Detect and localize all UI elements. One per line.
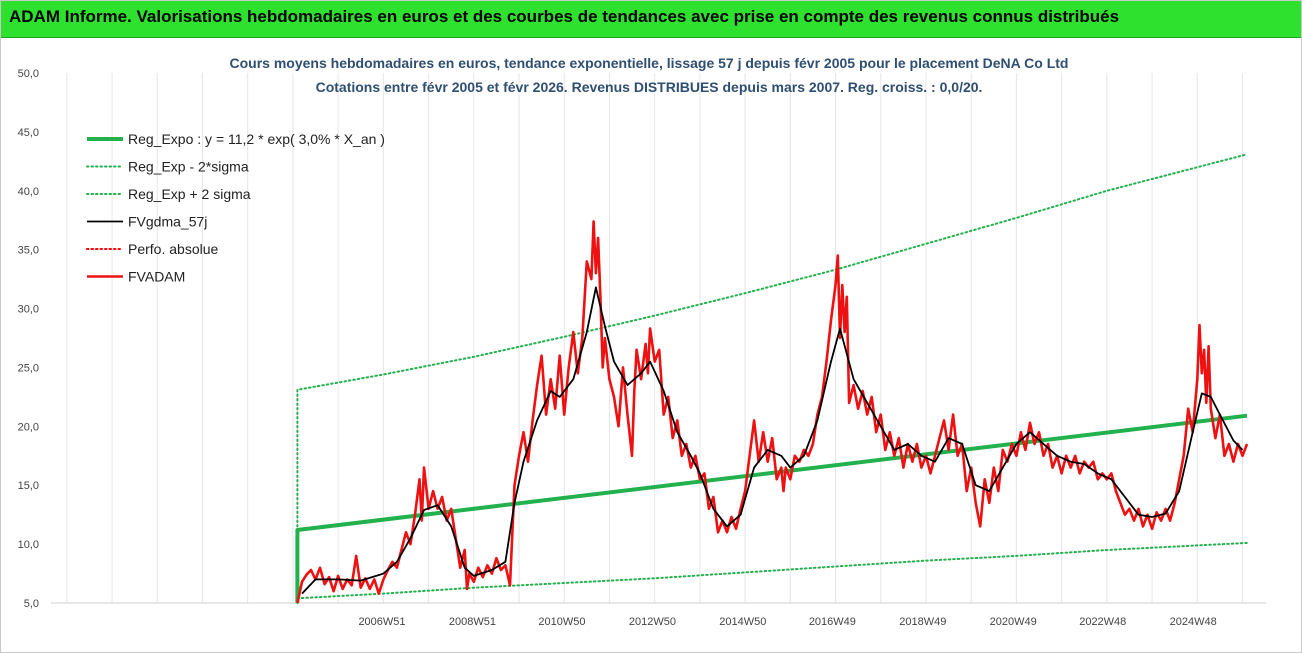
series-layer: [295, 153, 1249, 604]
report-banner: ADAM Informe. Valorisations hebdomadaire…: [1, 1, 1301, 38]
y-tick-label: 30,0: [18, 304, 39, 316]
x-tick-label: 2024W48: [1170, 616, 1217, 628]
x-tick-label: 2008W51: [449, 616, 496, 628]
x-tick-label: 2012W50: [629, 616, 676, 628]
legend: Reg_Expo : y = 11,2 * exp( 3,0% * X_an )…: [86, 131, 385, 285]
legend-label: FVADAM: [128, 269, 185, 285]
legend-label: Reg_Expo : y = 11,2 * exp( 3,0% * X_an ): [128, 131, 385, 147]
y-tick-label: 5,0: [24, 598, 39, 610]
banner-title: ADAM Informe. Valorisations hebdomadaire…: [9, 7, 1120, 26]
series-line: [301, 286, 1244, 595]
y-tick-label: 15,0: [18, 480, 39, 492]
series-line: [296, 541, 1248, 600]
y-tick-label: 20,0: [18, 421, 39, 433]
x-tick-label: 2020W49: [990, 616, 1037, 628]
y-tick-label: 50,0: [18, 68, 39, 80]
chart-title-line-2: Cotations entre févr 2005 et févr 2026. …: [316, 79, 983, 95]
series-line: [296, 153, 1248, 604]
y-tick-label: 35,0: [18, 245, 39, 257]
legend-label: Reg_Exp - 2*sigma: [128, 159, 249, 175]
x-tick-label: 2016W49: [809, 616, 856, 628]
x-tick-label: 2010W50: [538, 616, 585, 628]
series-line: [296, 220, 1249, 604]
x-tick-label: 2018W49: [899, 616, 946, 628]
legend-label: Perfo. absolue: [128, 241, 218, 257]
y-axis: 5,0 10,0 15,0 20,0 25,0 30,0 35,0 40,0 45,0 50,0: [18, 68, 39, 610]
x-tick-label: 2014W50: [719, 616, 766, 628]
y-tick-label: 10,0: [18, 539, 39, 551]
y-tick-label: 45,0: [18, 127, 39, 139]
chart-title-line-1: Cours moyens hebdomadaires en euros, ten…: [230, 55, 1069, 71]
legend-label: Reg_Exp + 2 sigma: [128, 186, 251, 202]
x-axis: 2006W51 2008W51 2010W50 2012W50 2014W50 2016W…: [358, 616, 1216, 628]
x-tick-label: 2022W48: [1079, 616, 1126, 628]
x-tick-label: 2006W51: [358, 616, 405, 628]
grid-layer: [66, 73, 1243, 603]
y-tick-label: 25,0: [18, 362, 39, 374]
legend-label: FVgdma_57j: [128, 214, 207, 230]
y-tick-label: 40,0: [18, 186, 39, 198]
series-line: [295, 413, 1248, 603]
